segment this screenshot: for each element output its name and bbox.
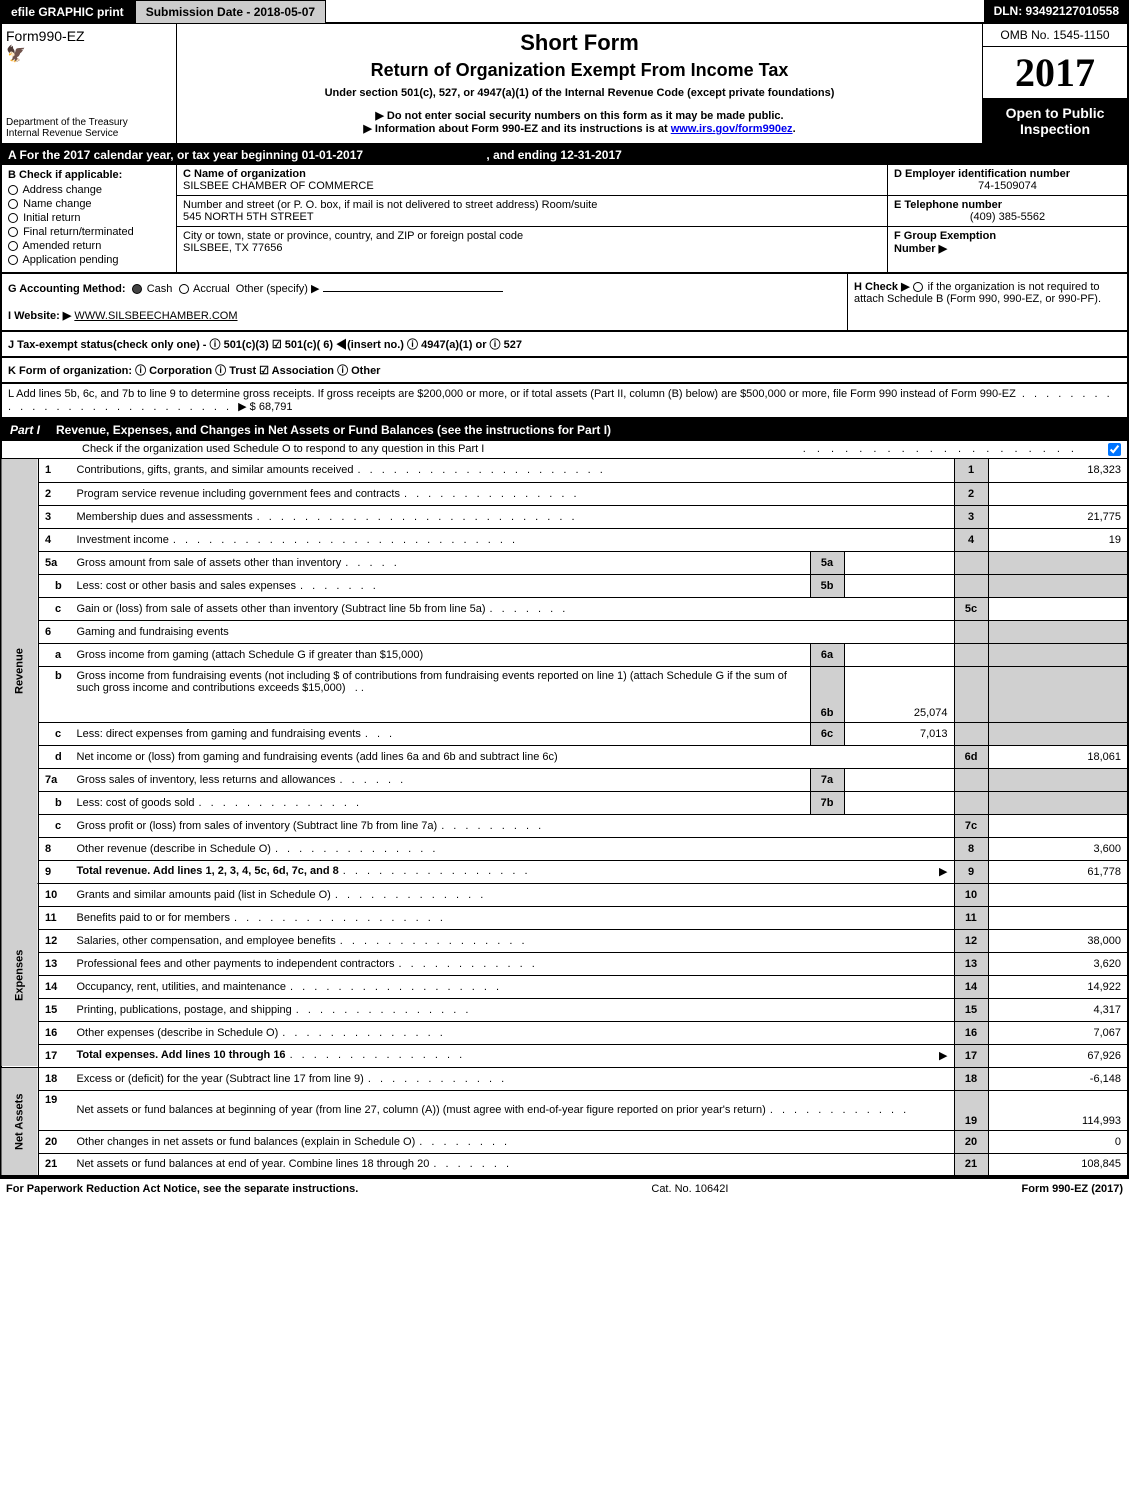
ein-label: D Employer identification number [894,168,1121,180]
city-label: City or town, state or province, country… [183,230,881,242]
return-title: Return of Organization Exempt From Incom… [187,60,972,81]
name-label: C Name of organization [183,168,881,180]
org-name: SILSBEE CHAMBER OF COMMERCE [183,180,881,192]
org-city: SILSBEE, TX 77656 [183,242,881,254]
chk-final-return[interactable]: Final return/terminated [8,226,170,238]
accounting-label: G Accounting Method: [8,283,126,295]
row-j-tax-exempt: J Tax-exempt status(check only one) - ⓘ … [0,332,1129,358]
efile-print-button[interactable]: efile GRAPHIC print [0,0,135,24]
other-specify: Other (specify) ▶ [236,283,320,295]
ein-value: 74-1509074 [894,180,1121,192]
line-amount: 18,323 [988,459,1128,482]
org-address: 545 NORTH 5TH STREET [183,211,881,223]
side-netassets: Net Assets [1,1067,39,1176]
line-desc: Contributions, gifts, grants, and simila… [77,464,354,476]
chk-application-pending[interactable]: Application pending [8,254,170,266]
short-form-title: Short Form [187,30,972,56]
chk-h[interactable] [913,282,923,292]
row-k-org-form: K Form of organization: ⓘ Corporation ⓘ … [0,358,1129,384]
irs-link[interactable]: www.irs.gov/form990ez [671,123,793,135]
footer-left: For Paperwork Reduction Act Notice, see … [6,1183,358,1195]
website-label: I Website: ▶ [8,310,71,322]
topbar-spacer [326,0,983,24]
section-b-label: B Check if applicable: [8,169,170,181]
open-public-2: Inspection [985,121,1125,137]
h-label: H Check ▶ [854,281,910,293]
line-num: 1 [39,459,71,482]
open-public-1: Open to Public [985,105,1125,121]
chk-accrual[interactable] [179,284,189,294]
chk-address-change[interactable]: Address change [8,184,170,196]
footer-mid: Cat. No. 10642I [651,1183,728,1195]
section-subline: Under section 501(c), 527, or 4947(a)(1)… [187,87,972,99]
eagle-icon: 🦅 [6,44,172,64]
row-l-gross-receipts: L Add lines 5b, 6c, and 7b to line 9 to … [0,384,1129,419]
side-revenue: Revenue [1,459,39,883]
part1-title: Revenue, Expenses, and Changes in Net As… [48,419,1127,441]
submission-date: Submission Date - 2018-05-07 [135,0,326,24]
omb-number: OMB No. 1545-1150 [983,24,1127,47]
group-exemption-label: F Group Exemption Number ▶ [894,230,1121,255]
website-value: WWW.SILSBEECHAMBER.COM [74,310,237,322]
phone-label: E Telephone number [894,199,1121,211]
chk-amended-return[interactable]: Amended return [8,240,170,252]
part1-sub: Check if the organization used Schedule … [82,443,484,456]
dln-label: DLN: 93492127010558 [984,0,1129,24]
form-prefix: Form [6,28,39,44]
department-label: Department of the Treasury Internal Reve… [6,117,172,139]
line-ref: 1 [954,459,988,482]
chk-schedule-o[interactable] [1108,443,1121,456]
instruction-1: ▶ Do not enter social security numbers o… [187,109,972,122]
phone-value: (409) 385-5562 [894,211,1121,223]
footer-right: Form 990-EZ (2017) [1022,1183,1123,1195]
chk-initial-return[interactable]: Initial return [8,212,170,224]
side-expenses: Expenses [1,883,39,1067]
chk-cash[interactable] [132,284,142,294]
row-a-calendar-year: A For the 2017 calendar year, or tax yea… [0,145,1129,165]
instruction-2: ▶ Information about Form 990-EZ and its … [187,122,972,135]
part1-label: Part I [2,419,48,441]
addr-label: Number and street (or P. O. box, if mail… [183,199,881,211]
tax-year: 2017 [983,47,1127,99]
chk-name-change[interactable]: Name change [8,198,170,210]
form-number: 990-EZ [39,28,85,44]
